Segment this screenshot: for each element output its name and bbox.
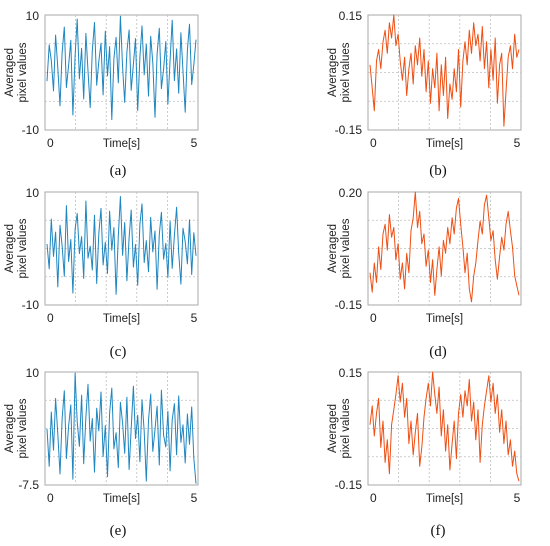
x-axis-title: Time[s]	[103, 493, 140, 505]
y-axis-title-line-1: Averaged	[4, 48, 16, 97]
x-tick-label-5: 5	[191, 311, 198, 325]
y-tick-label-min: -10	[22, 123, 40, 137]
chart-panel-d: 0.20 -0.15 0 Time[s] Averagedpixel values (d)	[327, 186, 522, 360]
chart-panel-c: 10 -10 0 5 Time[s] Averagedpixel values (c)	[4, 186, 199, 360]
y-tick-label-max: 10	[26, 366, 40, 380]
x-tick-label-0: 0	[370, 136, 377, 150]
chart-panel-f: 0.15 -0.15 0 5 Time[s] Averagedpixel values (f…	[327, 366, 522, 539]
chart-panel-a: 10 -10 0 5 Time[s] Averagedpixel values (a)	[4, 9, 199, 179]
chart-panel-b: 0.15 -0.15 0 5 Time[s] Averagedpixel values (b…	[327, 9, 522, 179]
panel-label: (d)	[429, 344, 447, 360]
y-axis-title-line-2: pixel values	[17, 398, 29, 458]
y-tick-label-min: -0.15	[335, 478, 363, 492]
x-axis-title: Time[s]	[426, 313, 463, 325]
x-tick-label-0: 0	[47, 491, 54, 505]
panel-label: (b)	[429, 163, 447, 179]
y-axis-title: Averagedpixel values	[327, 218, 352, 278]
series-line	[46, 15, 197, 121]
y-axis-title: Averagedpixel values	[327, 398, 352, 458]
y-tick-label-max: 0.20	[339, 186, 363, 200]
y-axis-title: Averagedpixel values	[4, 398, 29, 458]
series-line	[46, 372, 197, 484]
y-tick-label-max: 0.15	[339, 366, 363, 380]
y-axis-title-line-1: Averaged	[327, 404, 339, 453]
panel-label: (e)	[110, 523, 127, 539]
x-tick-label-5: 5	[514, 136, 521, 150]
panel-label: (c)	[110, 344, 127, 360]
y-axis-title-line-2: pixel values	[340, 398, 352, 458]
y-tick-label-min: -0.15	[335, 298, 363, 312]
y-axis-title-line-2: pixel values	[340, 218, 352, 278]
x-axis-title: Time[s]	[426, 493, 463, 505]
y-axis-title-line-2: pixel values	[340, 42, 352, 102]
series-line	[369, 371, 520, 482]
x-axis-title: Time[s]	[426, 138, 463, 150]
y-tick-label-max: 10	[26, 9, 40, 23]
chart-panel-e: 10 -7.5 0 5 Time[s] Averagedpixel values (e)	[4, 366, 199, 539]
y-axis-title: Averagedpixel values	[4, 218, 29, 278]
x-tick-label-0: 0	[370, 311, 377, 325]
y-axis-title: Averagedpixel values	[327, 42, 352, 102]
series-line	[369, 14, 520, 127]
y-axis-title-line-1: Averaged	[4, 224, 16, 273]
x-tick-label-5: 5	[514, 491, 521, 505]
x-tick-label-0: 0	[370, 491, 377, 505]
y-axis-title-line-1: Averaged	[327, 48, 339, 97]
x-tick-label-0: 0	[47, 136, 54, 150]
y-tick-label-min: -7.5	[18, 478, 39, 492]
y-tick-label-min: -0.15	[335, 123, 363, 137]
y-tick-label-max: 10	[26, 186, 40, 200]
y-axis-title-line-1: Averaged	[4, 404, 16, 453]
series-line	[46, 196, 197, 295]
x-axis-title: Time[s]	[103, 138, 140, 150]
y-axis-title-line-2: pixel values	[17, 218, 29, 278]
y-axis-title-line-2: pixel values	[17, 42, 29, 102]
panel-label: (f)	[431, 523, 446, 539]
x-tick-label-5: 5	[191, 491, 198, 505]
x-tick-label-0: 0	[47, 311, 54, 325]
y-tick-label-max: 0.15	[339, 9, 363, 23]
y-axis-title-line-1: Averaged	[327, 224, 339, 273]
panel-label: (a)	[110, 163, 127, 179]
series-line	[369, 191, 520, 303]
x-axis-title: Time[s]	[103, 313, 140, 325]
x-tick-label-5: 5	[191, 136, 198, 150]
y-axis-title: Averagedpixel values	[4, 42, 29, 102]
y-tick-label-min: -10	[22, 298, 40, 312]
